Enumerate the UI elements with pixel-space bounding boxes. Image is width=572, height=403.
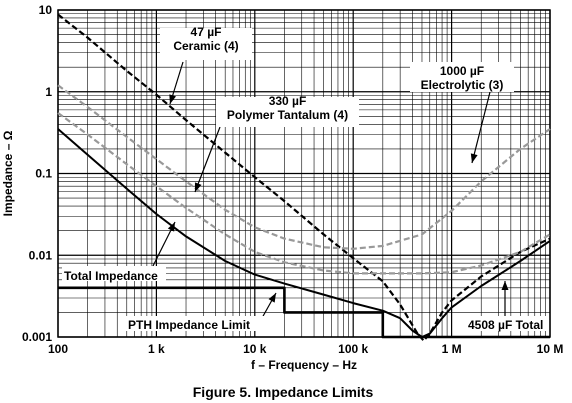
pth-limit-label-background (126, 316, 266, 331)
pth-impedance-limit-line (58, 286, 550, 339)
ceramic-label: 47 µF (191, 25, 222, 39)
total-impedance-label: Total Impedance (64, 269, 158, 283)
electrolytic-curve (57, 84, 551, 250)
annotation-arrowhead (194, 182, 202, 192)
ceramic-label: Ceramic (4) (173, 39, 238, 53)
polymer-tantalum-curve (57, 112, 551, 275)
series-layer (57, 13, 551, 342)
annotation-leader-line (471, 91, 491, 164)
y-tick-label: 0.001 (22, 330, 52, 344)
x-tick-label: 10 M (537, 342, 564, 356)
annotation-arrowhead (169, 94, 177, 104)
y-axis-label: Impedance – Ω (1, 130, 15, 216)
polymer-tantalum-label: 330 µF (269, 94, 307, 108)
annotation-arrowhead (470, 153, 478, 163)
y-tick-label: 0.01 (29, 248, 53, 262)
plot-frame (57, 9, 551, 338)
y-tick-label: 10 (39, 3, 53, 17)
y-tick-label: 1 (45, 85, 52, 99)
pth-limit-label: PTH Impedance Limit (128, 318, 250, 332)
x-tick-label: 1 k (148, 342, 165, 356)
electrolytic-label-background (410, 62, 514, 92)
polymer-tantalum-label: Polymer Tantalum (4) (227, 108, 348, 122)
x-tick-label: 100 (48, 342, 68, 356)
electrolytic-label: 1000 µF (440, 64, 484, 78)
x-axis-label: f – Frequency – Hz (251, 358, 357, 372)
polymer-tantalum-label-background (216, 97, 359, 127)
x-tick-label: 1 M (442, 342, 462, 356)
annotation-leader-line (194, 126, 221, 193)
total-capacitance-label: 4508 µF Total (468, 318, 543, 332)
ceramic-label-background (160, 28, 252, 60)
tick-layer: 100 1 k 10 k 100 k 1 M 10 M 10 1 0.1 0.01 0.001 (22, 3, 563, 356)
annotation-arrowhead (268, 293, 276, 303)
electrolytic-label: Electrolytic (3) (421, 78, 504, 92)
total-capacitance-label-background (464, 316, 548, 331)
annotation-arrowhead (167, 222, 175, 232)
total-impedance-curve (57, 128, 551, 338)
y-tick-label: 0.1 (35, 167, 52, 181)
figure-caption: Figure 5. Impedance Limits (193, 384, 374, 400)
ceramic-curve (57, 13, 551, 342)
total-impedance-label-background (62, 266, 166, 281)
x-tick-label: 10 k (243, 342, 267, 356)
x-tick-label: 100 k (338, 342, 368, 356)
annotation-arrowhead (501, 281, 509, 290)
